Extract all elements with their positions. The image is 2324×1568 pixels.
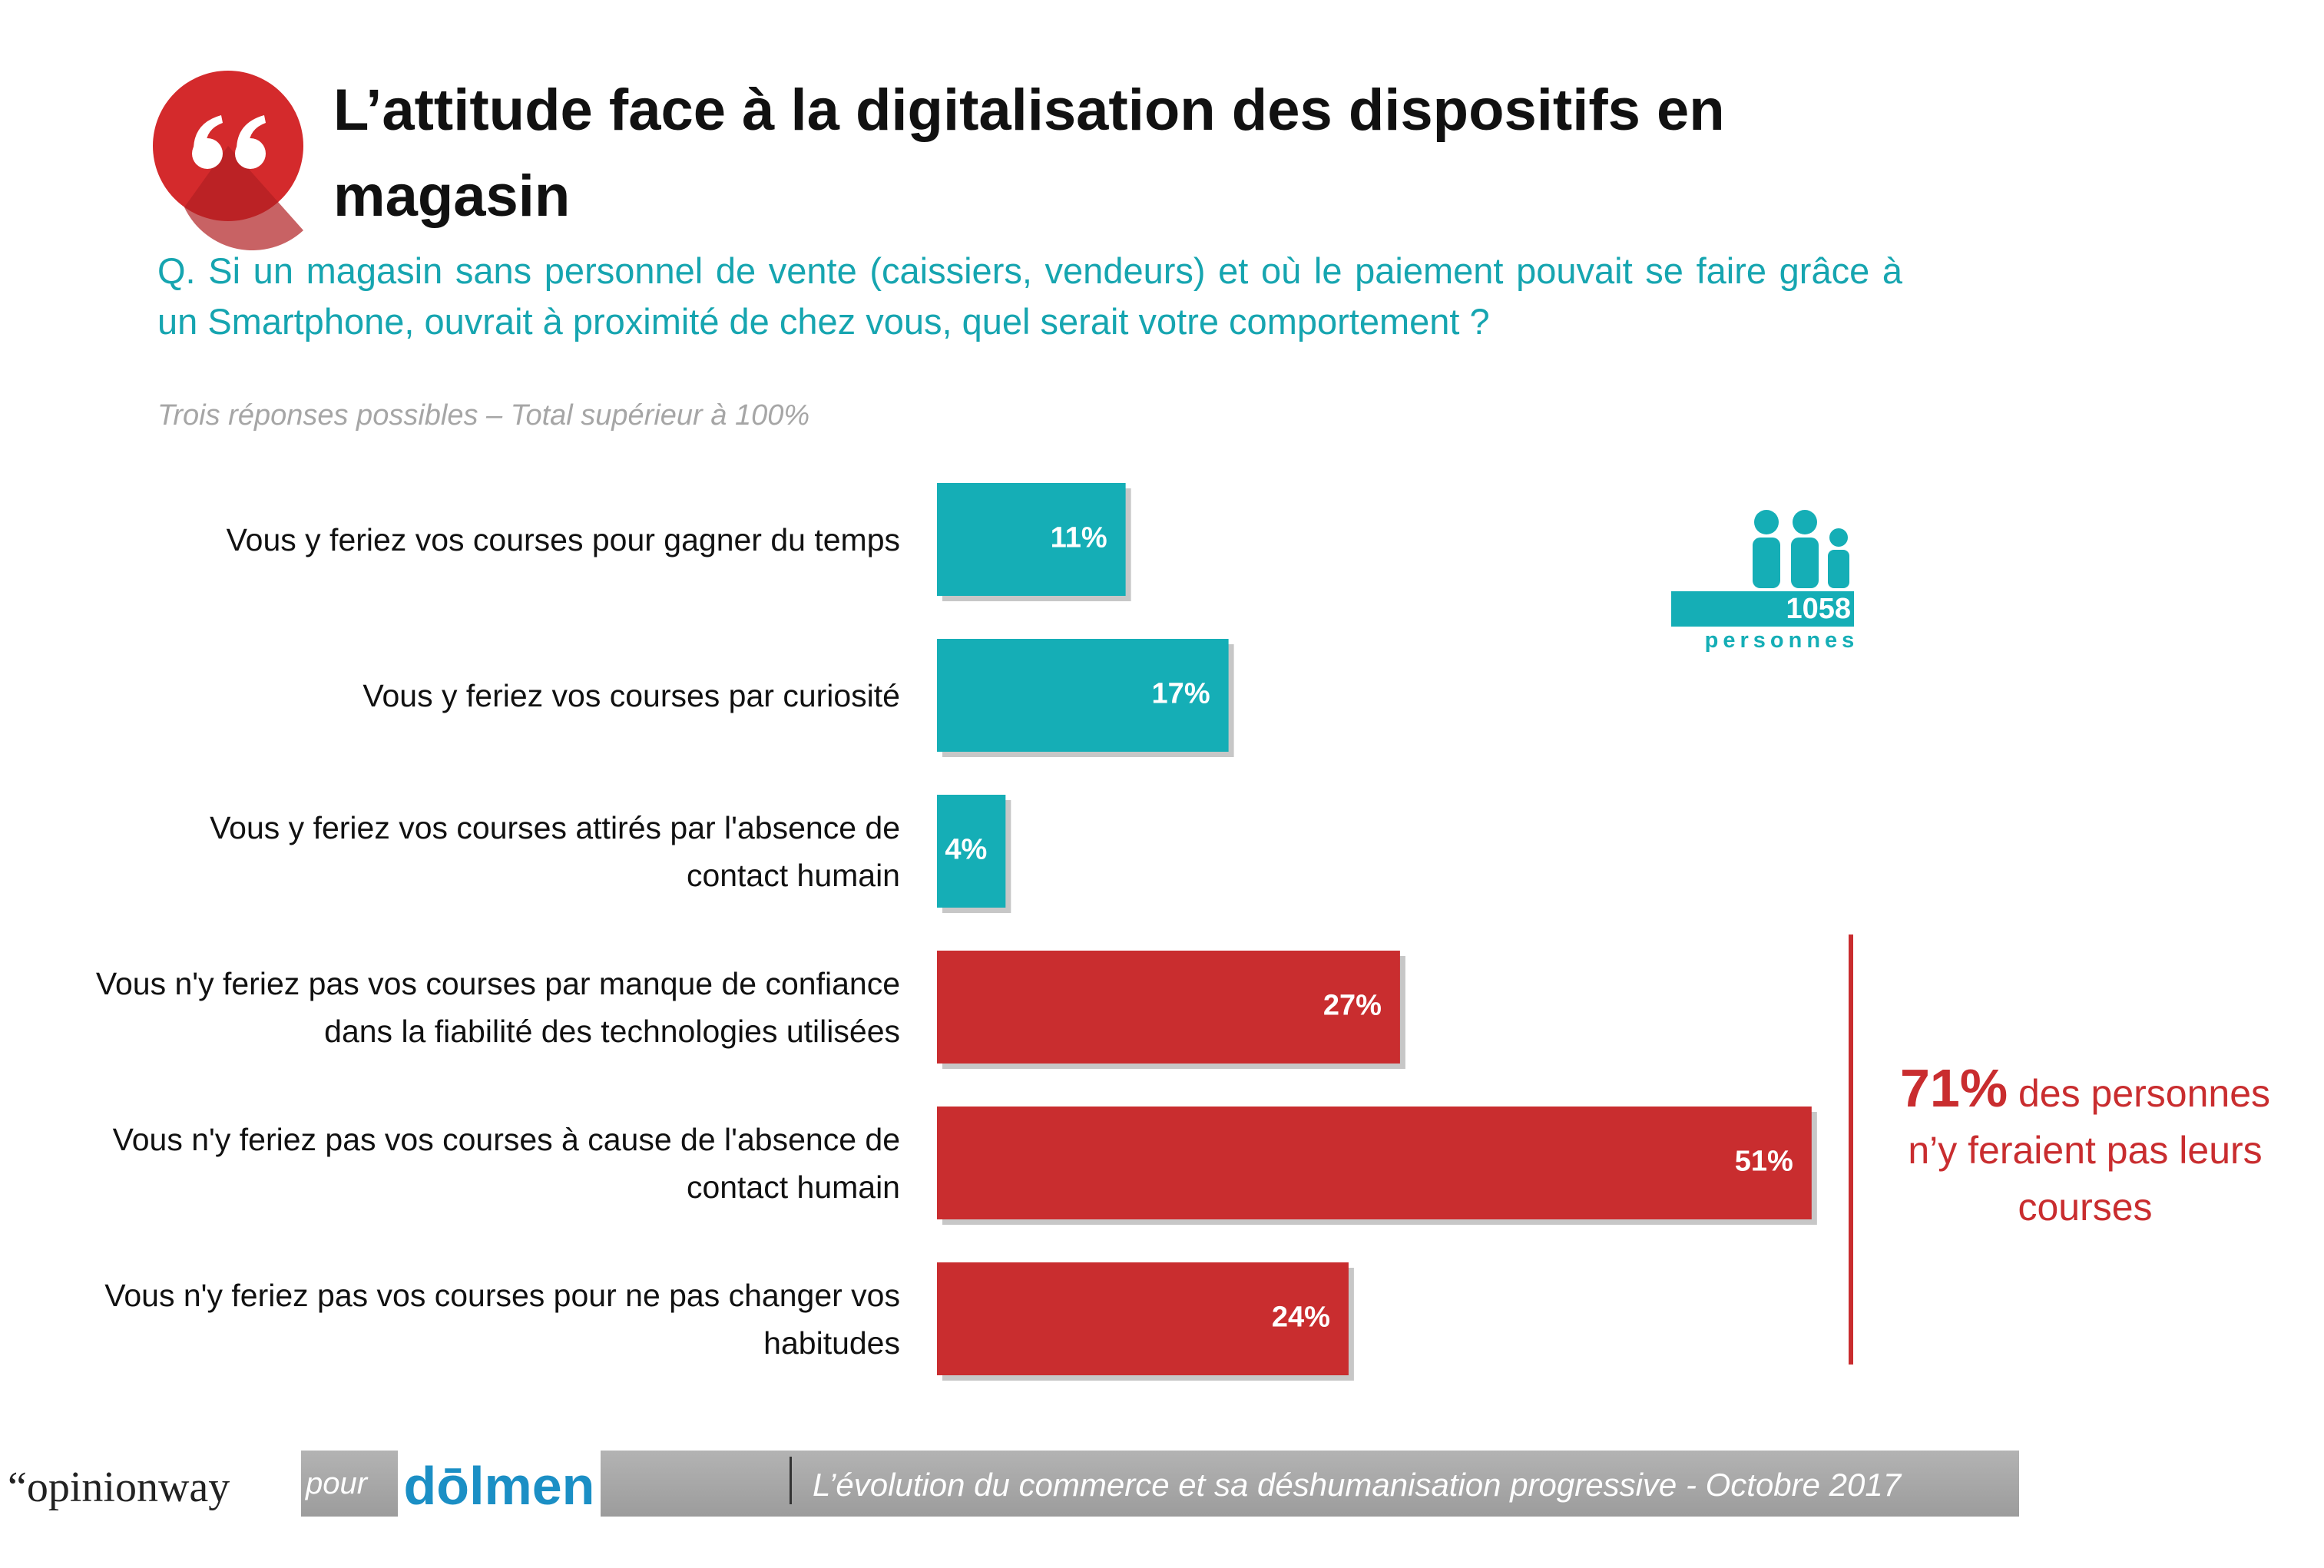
badge-bar	[1671, 591, 1854, 627]
value-label: 27%	[1323, 990, 1382, 1022]
annotation: 71% des personnes n’y feraient pas leurs…	[1874, 1060, 2296, 1236]
footer-bar	[0, 1451, 2019, 1517]
annotation-text: des personnes n’y feraient pas leurs cou…	[1908, 1072, 2271, 1229]
bar	[937, 483, 1126, 596]
badge-count: 1058	[1786, 593, 1851, 625]
bar	[937, 1107, 1812, 1219]
subtitle: Q. Si un magasin sans personnel de vente…	[157, 250, 1902, 342]
category-label: Vous n'y feriez pas vos courses à cause …	[112, 1121, 900, 1205]
bar	[937, 795, 1006, 908]
footer-caption: L’évolution du commerce et sa déshumanis…	[813, 1467, 1902, 1503]
logo-box	[398, 1451, 601, 1517]
category-label: Vous n'y feriez pas vos courses par manq…	[95, 965, 900, 1049]
client-logo: dōlmen	[403, 1456, 595, 1516]
annotation-highlight: 71%	[1899, 1058, 2008, 1118]
connector: pour	[306, 1467, 368, 1500]
source-logo: “opinionway	[8, 1464, 230, 1511]
bar	[937, 639, 1229, 752]
category-label: Vous y feriez vos courses attirés par l'…	[210, 809, 900, 893]
separator	[790, 1457, 792, 1504]
category-label: Vous n'y feriez pas vos courses pour ne …	[104, 1277, 900, 1361]
bar	[937, 951, 1400, 1064]
bar	[937, 1262, 1349, 1375]
badge-label: personnes	[1704, 628, 1859, 653]
category-label: Vous y feriez vos courses pour gagner du…	[226, 521, 900, 557]
value-label: 17%	[1152, 678, 1210, 710]
value-label: 4%	[945, 834, 987, 866]
value-label: 51%	[1735, 1146, 1793, 1178]
bracket-line	[1849, 935, 1853, 1365]
people-icon	[1753, 510, 1849, 588]
title: L’attitude face à la digitalisation des …	[333, 78, 1725, 229]
value-label: 11%	[1051, 522, 1107, 554]
note: Trois réponses possibles – Total supérie…	[157, 399, 810, 432]
value-label: 24%	[1272, 1302, 1330, 1334]
category-label: Vous y feriez vos courses par curiosité	[363, 677, 900, 713]
quote-icon	[153, 71, 303, 250]
logo-box	[0, 1451, 301, 1517]
